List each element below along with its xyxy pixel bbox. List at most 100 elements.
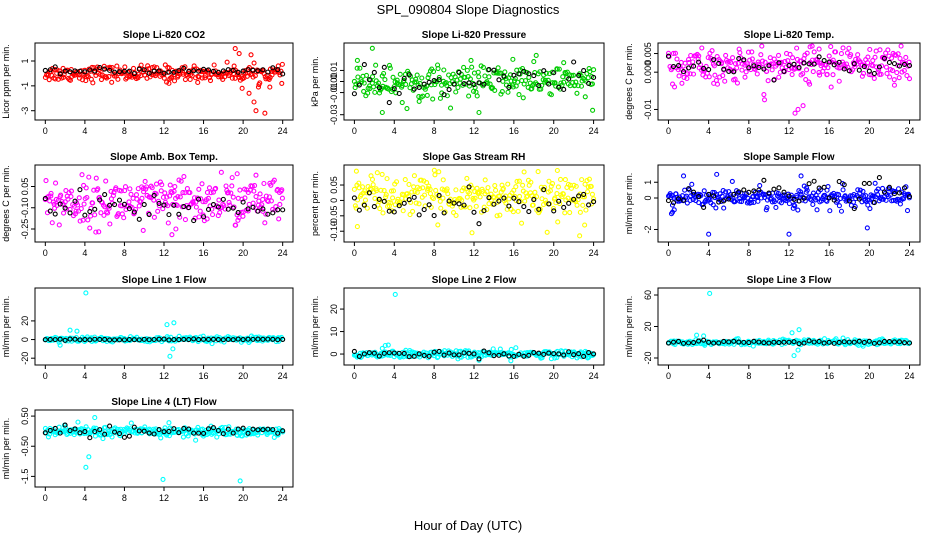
data-point — [385, 85, 391, 91]
data-point — [164, 194, 170, 200]
reference-point — [416, 212, 422, 218]
data-point — [369, 74, 376, 80]
reference-point — [255, 336, 261, 342]
reference-point — [446, 198, 452, 204]
data-point — [410, 208, 416, 214]
reference-point — [102, 66, 108, 72]
reference-point — [511, 353, 517, 359]
outlier-point — [256, 82, 262, 88]
x-tick-label: 24 — [278, 126, 288, 136]
reference-point — [191, 68, 197, 74]
x-tick-label: 20 — [238, 126, 248, 136]
reference-point — [151, 68, 157, 74]
data-point — [885, 47, 891, 53]
data-point — [436, 74, 442, 81]
data-point — [167, 193, 173, 199]
data-point — [690, 71, 697, 77]
data-point — [476, 74, 482, 80]
reference-point — [391, 350, 397, 356]
data-point — [67, 77, 73, 83]
data-point — [260, 196, 266, 202]
reference-point — [92, 68, 98, 74]
data-point — [448, 105, 454, 111]
reference-point — [47, 208, 53, 214]
data-point — [418, 177, 424, 183]
reference-point — [896, 63, 903, 69]
data-point — [193, 199, 199, 205]
data-point — [208, 426, 214, 432]
outlier-point — [586, 354, 592, 360]
reference-point — [426, 79, 432, 85]
reference-point — [260, 336, 266, 342]
reference-point — [112, 202, 118, 208]
y-axis: -0.10-0.05 0 0.05 — [329, 176, 344, 241]
x-tick-label: 12 — [159, 371, 169, 381]
data-point — [107, 221, 113, 227]
reference-point — [126, 337, 132, 343]
x-tick-label: 20 — [549, 126, 559, 136]
outlier-point — [816, 46, 822, 52]
data-point — [48, 193, 54, 199]
data-point — [497, 212, 503, 218]
x-tick-label: 8 — [746, 371, 751, 381]
reference-point — [756, 64, 762, 71]
data-point — [709, 48, 715, 54]
data-point — [591, 196, 597, 202]
reference-point — [235, 336, 241, 342]
outlier-point — [469, 230, 475, 236]
reference-point — [52, 64, 58, 70]
reference-point — [751, 338, 757, 344]
y-tick-label: -1 — [20, 82, 30, 90]
data-point — [450, 209, 457, 216]
x-tick-label: 8 — [122, 371, 127, 381]
reference-point — [62, 422, 68, 428]
x-tick-label: 16 — [824, 371, 834, 381]
reference-point — [716, 60, 722, 66]
data-point — [491, 195, 497, 201]
data-point — [828, 44, 834, 50]
reference-point — [831, 197, 837, 203]
reference-point — [776, 340, 782, 346]
x-tick-label: 8 — [432, 248, 437, 258]
y-tick-label: 20 — [643, 321, 653, 331]
data-point — [196, 214, 202, 220]
outlier-point — [354, 57, 360, 64]
data-point — [197, 208, 203, 214]
reference-point — [240, 337, 246, 343]
reference-point — [280, 71, 286, 77]
data-point — [539, 82, 545, 88]
data-point — [229, 75, 235, 81]
data-point — [502, 69, 508, 75]
data-point — [901, 68, 907, 74]
data-point — [379, 73, 385, 79]
reference-point — [386, 350, 392, 356]
data-point — [429, 194, 435, 201]
x-tick-label: 20 — [549, 371, 559, 381]
reference-point — [896, 339, 903, 345]
reference-point — [196, 337, 202, 343]
data-point — [671, 84, 678, 90]
data-point — [533, 52, 539, 58]
data-point — [802, 198, 808, 204]
x-axis: 0 4 8 12 16 20 24 — [43, 487, 288, 503]
reference-point — [675, 63, 682, 69]
data-point — [95, 186, 101, 192]
data-point — [877, 47, 883, 53]
reference-point — [696, 59, 702, 65]
reference-point — [436, 348, 442, 355]
data-point — [773, 204, 779, 211]
data-point — [351, 186, 357, 192]
data-point — [225, 189, 231, 196]
data-point — [62, 424, 68, 430]
data-point — [199, 75, 205, 81]
data-point — [357, 65, 363, 71]
reference-point — [816, 54, 822, 60]
outlier-point — [392, 291, 398, 298]
reference-point — [102, 431, 108, 437]
reference-point — [891, 191, 898, 197]
reference-point — [476, 80, 482, 86]
data-point — [575, 83, 581, 89]
data-point — [190, 200, 196, 206]
data-point — [495, 65, 501, 71]
reference-point — [696, 193, 702, 200]
